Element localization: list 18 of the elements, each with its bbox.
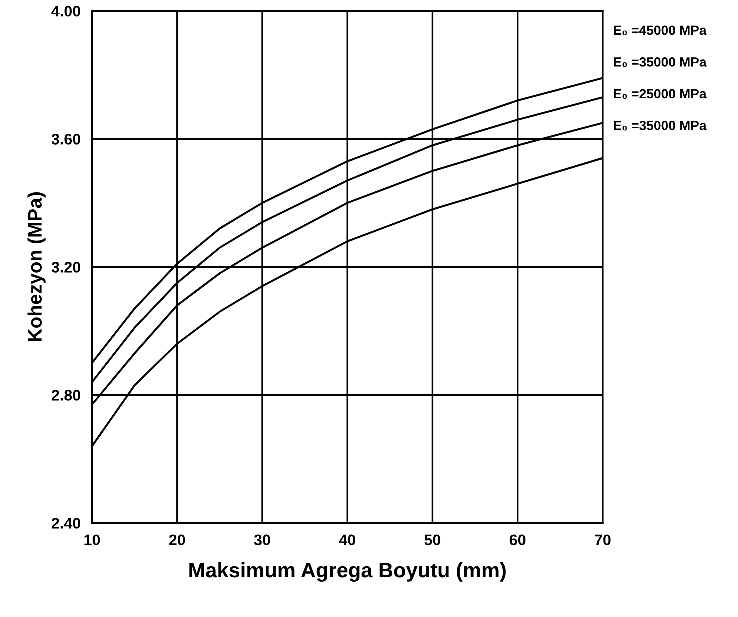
text: E₀ =25000 MPa: [614, 89, 707, 99]
text: E₀ =35000 MPa: [614, 121, 707, 131]
y-tick-label: 4.00: [52, 6, 81, 17]
text: E₀ =45000 MPa: [614, 26, 707, 36]
y-axis-title: Kohezyon (MPa): [28, 192, 46, 342]
x-tick-label: 30: [254, 534, 270, 546]
y-tick-label: 2.40: [52, 518, 81, 529]
x-tick-label: 10: [84, 534, 100, 546]
y-tick-label: 2.80: [52, 390, 81, 401]
x-tick-label: 60: [510, 534, 526, 546]
y-tick-label: 3.20: [52, 262, 81, 273]
x-tick-label: 40: [339, 534, 356, 546]
y-tick-label: 3.60: [52, 134, 81, 145]
x-tick-label: 50: [424, 534, 441, 546]
text: E₀ =35000 MPa: [614, 58, 707, 68]
x-axis-title: Maksimum Agrega Boyutu (mm): [190, 562, 506, 582]
x-tick-label: 70: [595, 534, 611, 546]
x-tick-label: 20: [169, 534, 186, 546]
